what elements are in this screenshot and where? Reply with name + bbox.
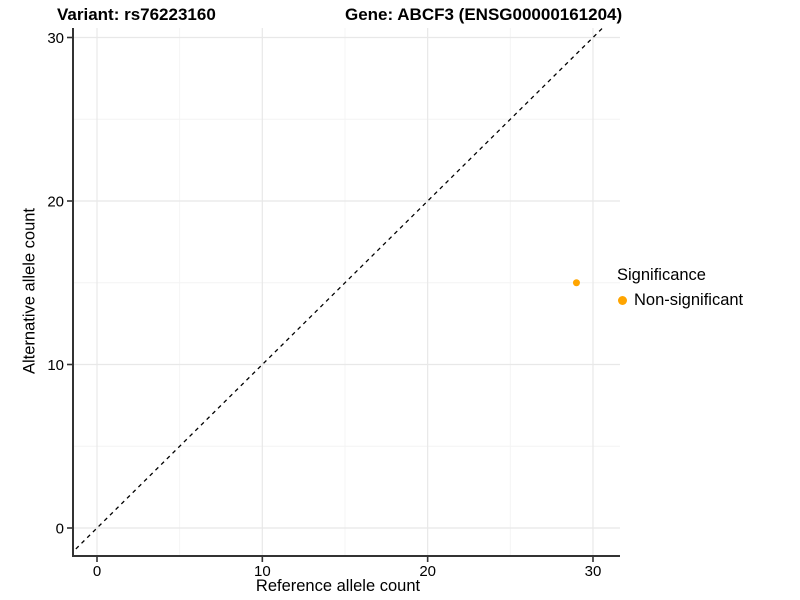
data-point (572, 279, 580, 287)
x-axis-title: Reference allele count (255, 577, 421, 595)
x-tick-label: 30 (585, 563, 602, 580)
y-tick-label: 30 (47, 30, 64, 47)
circle-icon (618, 296, 627, 305)
y-tick-label: 0 (56, 521, 64, 538)
x-tick-label: 10 (254, 563, 271, 580)
plot-title-variant: Variant: rs76223160 (57, 5, 216, 24)
plot-title-gene: Gene: ABCF3 (ENSG00000161204) (345, 5, 623, 24)
reference-line-group (74, 28, 604, 552)
identity-dashed-line (74, 28, 604, 552)
legend-title: Significance (617, 266, 706, 284)
x-tick-label: 20 (419, 563, 436, 580)
y-tick-label: 20 (47, 194, 64, 211)
y-tick-label: 10 (47, 357, 64, 374)
x-tick-label: 0 (93, 563, 101, 580)
legend: Significance Non-significant (615, 266, 743, 310)
legend-item-label: Non-significant (634, 291, 744, 309)
legend-item: Non-significant (615, 291, 743, 310)
